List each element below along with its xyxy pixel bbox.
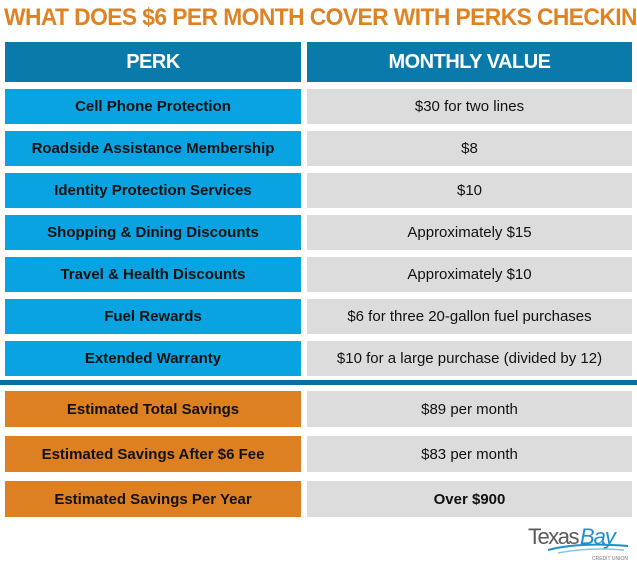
summary-label: Estimated Savings Per Year (5, 481, 301, 517)
page-title: WHAT DOES $6 PER MONTH COVER WITH PERKS … (4, 4, 637, 31)
perks-table: PERK MONTHLY VALUE Cell Phone Protection… (0, 42, 637, 526)
table-row: Fuel Rewards $6 for three 20-gallon fuel… (5, 299, 632, 334)
header-perk: PERK (5, 42, 301, 82)
summary-row: Estimated Savings Per Year Over $900 (5, 481, 632, 517)
svg-text:CREDIT UNION: CREDIT UNION (592, 556, 628, 562)
perk-value: $6 for three 20-gallon fuel purchases (307, 299, 632, 334)
table-row: Travel & Health Discounts Approximately … (5, 257, 632, 292)
table-row: Cell Phone Protection $30 for two lines (5, 89, 632, 124)
perk-value: $8 (307, 131, 632, 166)
table-row: Shopping & Dining Discounts Approximatel… (5, 215, 632, 250)
perk-name: Extended Warranty (5, 341, 301, 376)
perk-name: Fuel Rewards (5, 299, 301, 334)
summary-value: $83 per month (307, 436, 632, 472)
perk-name: Roadside Assistance Membership (5, 131, 301, 166)
table-header: PERK MONTHLY VALUE (5, 42, 632, 82)
perk-value: $10 (307, 173, 632, 208)
summary-value: Over $900 (307, 481, 632, 517)
summary-value: $89 per month (307, 391, 632, 427)
summary-row: Estimated Total Savings $89 per month (5, 391, 632, 427)
table-row: Extended Warranty $10 for a large purcha… (5, 341, 632, 376)
perk-name: Travel & Health Discounts (5, 257, 301, 292)
header-monthly-value: MONTHLY VALUE (307, 42, 632, 82)
perk-name: Identity Protection Services (5, 173, 301, 208)
divider (0, 380, 637, 385)
perk-value: Approximately $10 (307, 257, 632, 292)
summary-label: Estimated Savings After $6 Fee (5, 436, 301, 472)
perk-name: Shopping & Dining Discounts (5, 215, 301, 250)
texas-bay-logo: Texas Bay CREDIT UNION (528, 524, 628, 562)
perk-name: Cell Phone Protection (5, 89, 301, 124)
summary-row: Estimated Savings After $6 Fee $83 per m… (5, 436, 632, 472)
summary-label: Estimated Total Savings (5, 391, 301, 427)
perk-value: Approximately $15 (307, 215, 632, 250)
perk-value: $10 for a large purchase (divided by 12) (307, 341, 632, 376)
perk-value: $30 for two lines (307, 89, 632, 124)
table-row: Identity Protection Services $10 (5, 173, 632, 208)
table-row: Roadside Assistance Membership $8 (5, 131, 632, 166)
